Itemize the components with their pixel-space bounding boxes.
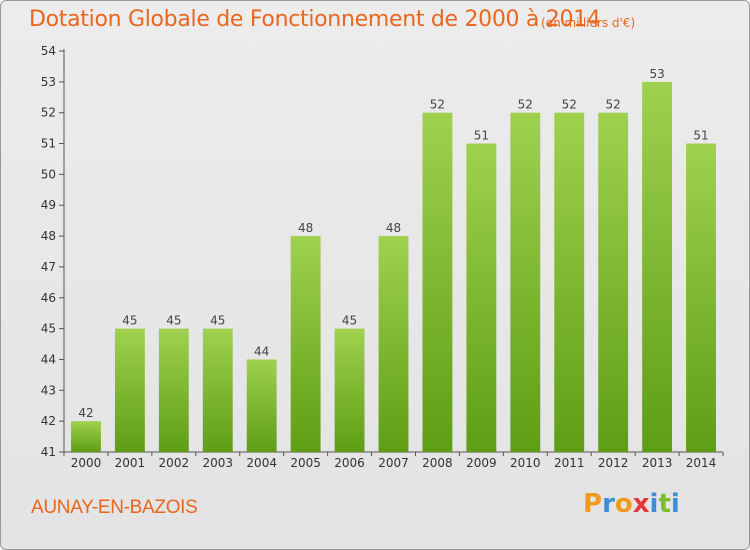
data-label: 48 xyxy=(298,221,313,235)
bar-2004 xyxy=(246,359,277,452)
x-tick-label: 2000 xyxy=(71,456,102,470)
logo-letter: x xyxy=(632,489,650,519)
y-tick-label: 49 xyxy=(41,198,56,212)
data-label: 45 xyxy=(122,314,137,328)
x-tick-label: 2003 xyxy=(202,456,233,470)
data-label: 52 xyxy=(430,98,445,112)
bar-2010 xyxy=(510,112,541,452)
bar-2005 xyxy=(290,236,321,452)
data-label: 52 xyxy=(606,98,621,112)
axes: 41 42 43 44 45 46 47 48 49 50 51 52 53 54 2000 2001 2002… xyxy=(41,44,724,470)
x-tick-label: 2014 xyxy=(686,456,717,470)
y-tick-label: 45 xyxy=(41,322,56,336)
bar-2012 xyxy=(598,112,629,452)
chart-title: Dotation Globale de Fonctionnement de 20… xyxy=(29,7,601,32)
bar-2009 xyxy=(466,143,497,453)
commune-name: AUNAY-EN-BAZOIS xyxy=(31,497,198,518)
proxiti-logo: Proxiti xyxy=(583,489,680,519)
y-tick-label: 46 xyxy=(41,291,56,305)
x-tick-label: 2002 xyxy=(159,456,190,470)
bar-2013 xyxy=(642,81,673,452)
bar-2008 xyxy=(422,112,453,452)
bar-2006 xyxy=(334,328,365,452)
data-label: 51 xyxy=(693,129,708,143)
y-tick-label: 48 xyxy=(41,229,56,243)
data-label: 45 xyxy=(210,314,225,328)
logo-letter: P xyxy=(583,489,603,519)
bar-2003 xyxy=(202,328,233,452)
x-tick-label: 2009 xyxy=(466,456,497,470)
data-label: 52 xyxy=(518,98,533,112)
bar-2001 xyxy=(114,328,145,452)
data-labels: 42 45 45 45 44 48 45 48 52 51 52 52 52 53 51 xyxy=(78,67,708,420)
data-label: 52 xyxy=(562,98,577,112)
x-tick-label: 2010 xyxy=(510,456,541,470)
x-tick-label: 2008 xyxy=(422,456,453,470)
x-tick-label: 2007 xyxy=(378,456,409,470)
logo-letter: i xyxy=(649,489,659,519)
data-label: 45 xyxy=(342,314,357,328)
logo-letter: t xyxy=(658,489,671,519)
data-label: 44 xyxy=(254,344,269,358)
y-tick-label: 41 xyxy=(41,445,56,459)
x-tick-label: 2001 xyxy=(115,456,146,470)
y-tick-label: 44 xyxy=(41,352,56,366)
bar-2011 xyxy=(554,112,585,452)
data-label: 42 xyxy=(78,406,93,420)
bar-2002 xyxy=(158,328,189,452)
logo-letter: o xyxy=(614,489,633,519)
logo-letter: i xyxy=(670,489,680,519)
bars xyxy=(71,81,716,453)
y-tick-label: 53 xyxy=(41,75,56,89)
y-tick-label: 42 xyxy=(41,414,56,428)
x-tick-label: 2004 xyxy=(246,456,277,470)
data-label: 48 xyxy=(386,221,401,235)
y-tick-label: 54 xyxy=(41,44,56,58)
logo-letter: r xyxy=(602,489,615,519)
y-tick-label: 52 xyxy=(41,106,56,120)
data-label: 51 xyxy=(474,129,489,143)
bar-2014 xyxy=(686,143,716,453)
x-tick-label: 2005 xyxy=(290,456,321,470)
x-tick-label: 2006 xyxy=(334,456,365,470)
x-tick-label: 2012 xyxy=(598,456,629,470)
x-tick-label: 2013 xyxy=(642,456,673,470)
bar-2000 xyxy=(71,421,101,452)
bar-2007 xyxy=(378,236,409,452)
y-tick-label: 51 xyxy=(41,137,56,151)
y-tick-label: 50 xyxy=(41,167,56,181)
data-label: 53 xyxy=(649,67,664,81)
y-tick-label: 47 xyxy=(41,260,56,274)
chart-unit: (en milliers d'€) xyxy=(541,16,636,30)
x-tick-label: 2011 xyxy=(554,456,585,470)
data-label: 45 xyxy=(166,314,181,328)
y-tick-label: 43 xyxy=(41,383,56,397)
